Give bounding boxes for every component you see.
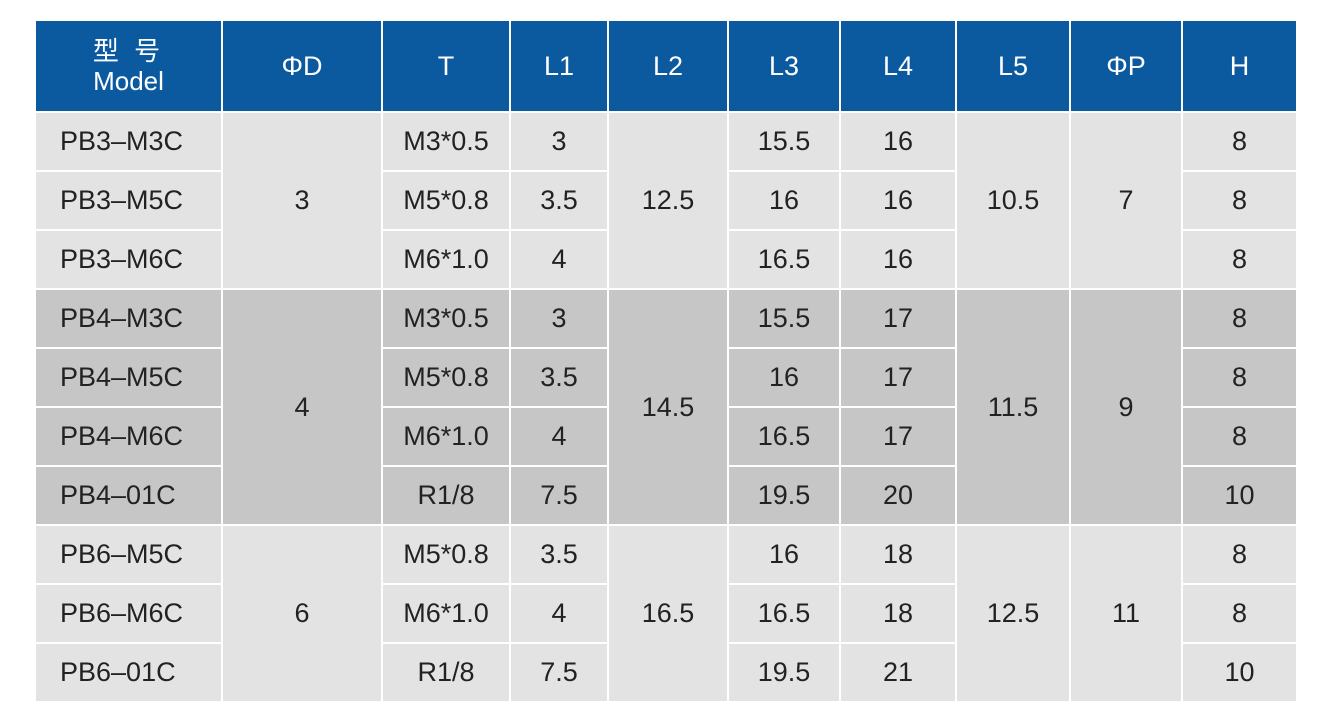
cell-t: R1/8 bbox=[381, 642, 510, 701]
cell-model: PB4–M6C bbox=[36, 406, 222, 466]
cell-l3: 16.5 bbox=[727, 406, 840, 466]
cell-l4: 16 bbox=[839, 229, 956, 289]
cell-t: M3*0.5 bbox=[381, 111, 510, 171]
cell-model: PB3–M6C bbox=[36, 229, 222, 289]
spec-table-container: 型 号 Model ΦD T L1 L2 L3 L4 L5 ΦP H PB3–M… bbox=[36, 21, 1296, 701]
cell-l5: 10.5 bbox=[955, 111, 1070, 289]
cell-model: PB6–M6C bbox=[36, 583, 222, 643]
table-row: PB3–M5C M5*0.8 3.5 16 16 8 bbox=[36, 170, 1296, 230]
cell-t: M5*0.8 bbox=[381, 170, 510, 230]
cell-d: 3 bbox=[221, 111, 382, 289]
header-l1: L1 bbox=[509, 21, 608, 112]
cell-l3: 16 bbox=[727, 170, 840, 230]
cell-l4: 16 bbox=[839, 170, 956, 230]
cell-model: PB6–01C bbox=[36, 642, 222, 701]
cell-l3: 16 bbox=[727, 347, 840, 407]
spec-table: 型 号 Model ΦD T L1 L2 L3 L4 L5 ΦP H PB3–M… bbox=[36, 21, 1296, 701]
cell-t: M3*0.5 bbox=[381, 288, 510, 348]
header-model-zh: 型 号 bbox=[92, 36, 165, 66]
cell-model: PB6–M5C bbox=[36, 524, 222, 584]
table-row: PB4–M5C M5*0.8 3.5 16 17 8 bbox=[36, 347, 1296, 407]
cell-t: R1/8 bbox=[381, 465, 510, 525]
cell-h: 8 bbox=[1181, 288, 1296, 348]
cell-l5: 11.5 bbox=[955, 288, 1070, 525]
header-p: ΦP bbox=[1069, 21, 1182, 112]
cell-model: PB3–M3C bbox=[36, 111, 222, 171]
cell-h: 8 bbox=[1181, 347, 1296, 407]
header-t: T bbox=[381, 21, 510, 112]
cell-l4: 17 bbox=[839, 347, 956, 407]
cell-t: M6*1.0 bbox=[381, 583, 510, 643]
cell-h: 10 bbox=[1181, 642, 1296, 701]
cell-l1: 3 bbox=[509, 111, 608, 171]
cell-l3: 15.5 bbox=[727, 288, 840, 348]
table-row: PB3–M3C 3 M3*0.5 3 12.5 15.5 16 10.5 7 8 bbox=[36, 111, 1296, 289]
cell-t: M6*1.0 bbox=[381, 229, 510, 289]
cell-l3: 16 bbox=[727, 524, 840, 584]
cell-l4: 18 bbox=[839, 583, 956, 643]
header-l5: L5 bbox=[955, 21, 1070, 112]
table-row: PB3–M6C M6*1.0 4 16.5 16 8 bbox=[36, 229, 1296, 289]
table-header: 型 号 Model ΦD T L1 L2 L3 L4 L5 ΦP H bbox=[36, 21, 1296, 112]
cell-p: 9 bbox=[1069, 288, 1182, 525]
cell-l1: 3.5 bbox=[509, 347, 608, 407]
header-model: 型 号 Model bbox=[36, 21, 222, 112]
cell-p: 11 bbox=[1069, 524, 1182, 701]
header-l2: L2 bbox=[607, 21, 728, 112]
cell-l2: 14.5 bbox=[607, 288, 728, 525]
cell-l3: 16.5 bbox=[727, 583, 840, 643]
cell-l4: 17 bbox=[839, 406, 956, 466]
cell-l2: 12.5 bbox=[607, 111, 728, 289]
header-model-en: Model bbox=[93, 66, 164, 96]
cell-l1: 3.5 bbox=[509, 524, 608, 584]
cell-t: M5*0.8 bbox=[381, 524, 510, 584]
cell-l1: 4 bbox=[509, 229, 608, 289]
cell-l4: 16 bbox=[839, 111, 956, 171]
cell-model: PB4–M3C bbox=[36, 288, 222, 348]
cell-t: M5*0.8 bbox=[381, 347, 510, 407]
table-row: PB4–M3C 4 M3*0.5 3 14.5 15.5 17 11.5 9 8 bbox=[36, 288, 1296, 525]
header-row: 型 号 Model ΦD T L1 L2 L3 L4 L5 ΦP H bbox=[36, 21, 1296, 112]
cell-d: 4 bbox=[221, 288, 382, 525]
table-row: PB4–M6C M6*1.0 4 16.5 17 8 bbox=[36, 406, 1296, 466]
header-l4: L4 bbox=[839, 21, 956, 112]
cell-t: M6*1.0 bbox=[381, 406, 510, 466]
table-row: PB6–M6C M6*1.0 4 16.5 18 8 bbox=[36, 583, 1296, 643]
table-row: PB6–M5C 6 M5*0.8 3.5 16.5 16 18 12.5 11 … bbox=[36, 524, 1296, 701]
cell-l5: 12.5 bbox=[955, 524, 1070, 701]
cell-l4: 18 bbox=[839, 524, 956, 584]
header-h: H bbox=[1181, 21, 1296, 112]
cell-model: PB4–01C bbox=[36, 465, 222, 525]
cell-l3: 19.5 bbox=[727, 642, 840, 701]
cell-l1: 3.5 bbox=[509, 170, 608, 230]
cell-l1: 4 bbox=[509, 583, 608, 643]
cell-l1: 3 bbox=[509, 288, 608, 348]
cell-h: 10 bbox=[1181, 465, 1296, 525]
cell-h: 8 bbox=[1181, 524, 1296, 584]
cell-l3: 16.5 bbox=[727, 229, 840, 289]
table-body: PB3–M3C 3 M3*0.5 3 12.5 15.5 16 10.5 7 8… bbox=[36, 111, 1296, 701]
cell-h: 8 bbox=[1181, 229, 1296, 289]
table-row: PB6–01C R1/8 7.5 19.5 21 10 bbox=[36, 642, 1296, 701]
cell-model: PB4–M5C bbox=[36, 347, 222, 407]
cell-h: 8 bbox=[1181, 406, 1296, 466]
cell-l4: 20 bbox=[839, 465, 956, 525]
header-d: ΦD bbox=[221, 21, 382, 112]
cell-h: 8 bbox=[1181, 170, 1296, 230]
cell-l4: 21 bbox=[839, 642, 956, 701]
cell-model: PB3–M5C bbox=[36, 170, 222, 230]
cell-l3: 19.5 bbox=[727, 465, 840, 525]
cell-h: 8 bbox=[1181, 583, 1296, 643]
table-row: PB4–01C R1/8 7.5 19.5 20 10 bbox=[36, 465, 1296, 525]
cell-l1: 7.5 bbox=[509, 642, 608, 701]
cell-h: 8 bbox=[1181, 111, 1296, 171]
cell-p: 7 bbox=[1069, 111, 1182, 289]
cell-l2: 16.5 bbox=[607, 524, 728, 701]
cell-l1: 4 bbox=[509, 406, 608, 466]
header-l3: L3 bbox=[727, 21, 840, 112]
cell-l1: 7.5 bbox=[509, 465, 608, 525]
cell-d: 6 bbox=[221, 524, 382, 701]
cell-l4: 17 bbox=[839, 288, 956, 348]
cell-l3: 15.5 bbox=[727, 111, 840, 171]
